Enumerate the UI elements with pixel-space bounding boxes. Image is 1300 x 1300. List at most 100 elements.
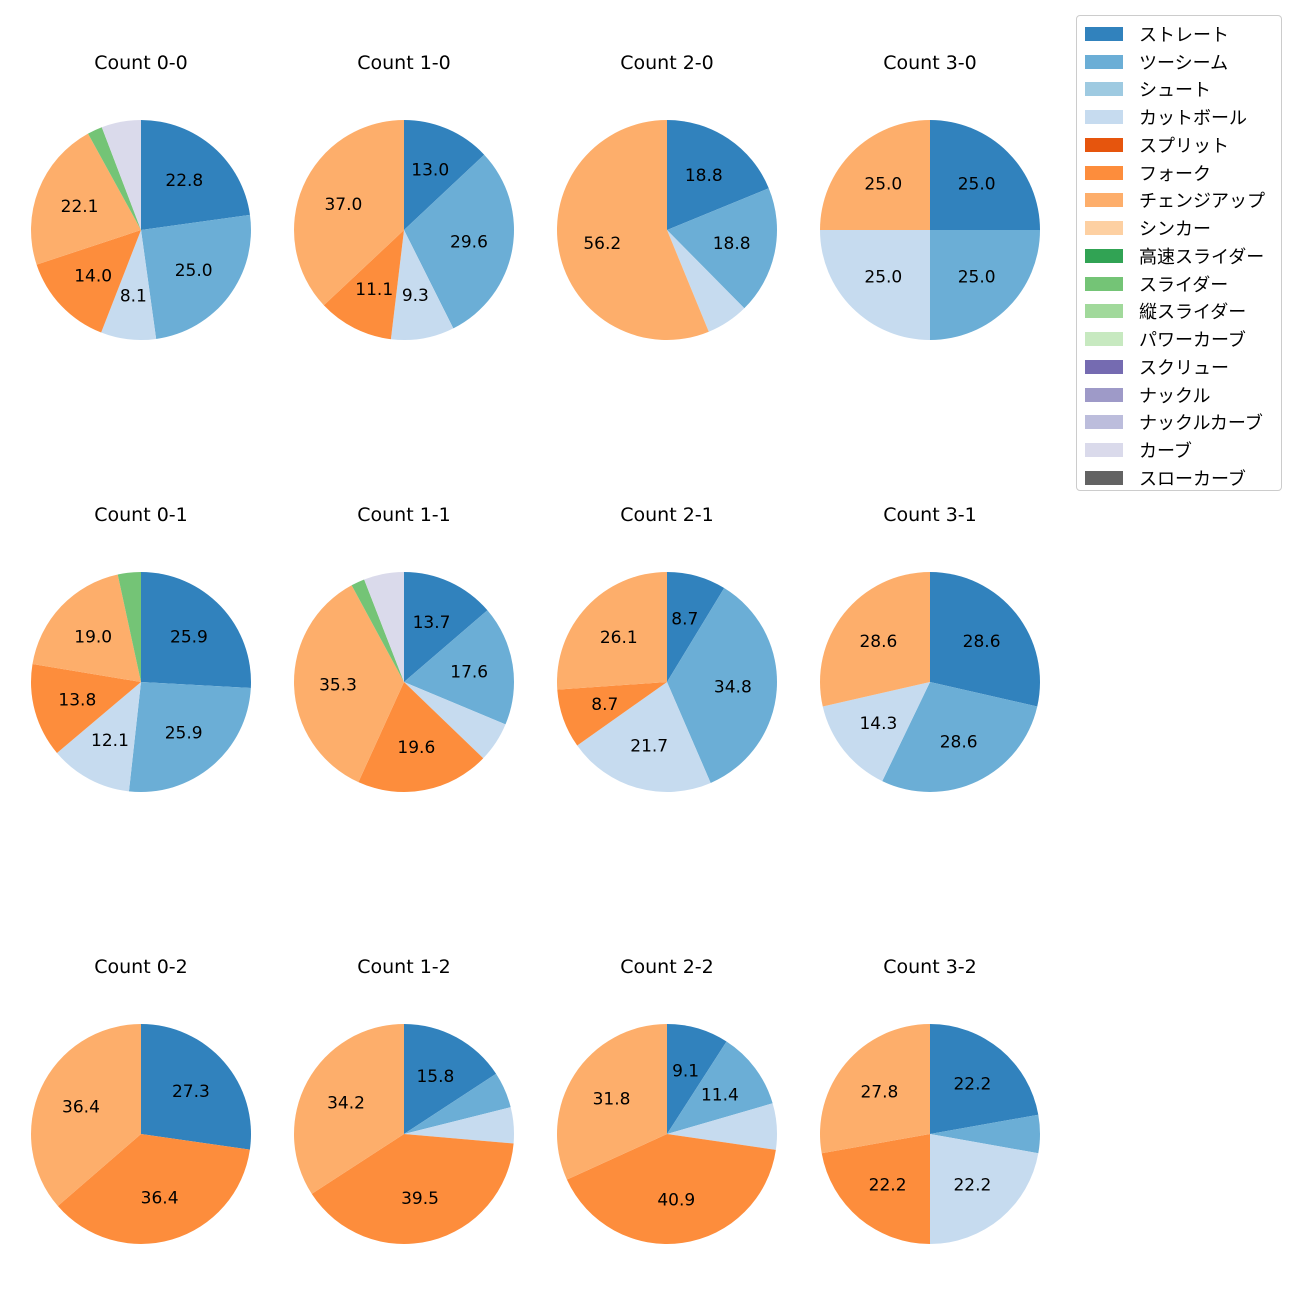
pie-slice [351, 579, 404, 682]
legend-swatch [1085, 332, 1123, 347]
pie-count-2-0: Count 2-0 18.8 18.8 56.2 [556, 52, 777, 341]
slice-label: 25.9 [170, 628, 208, 648]
pie-slice [930, 1134, 1039, 1244]
legend-label: シンカー [1139, 219, 1211, 241]
legend-label: ツーシーム [1139, 52, 1229, 74]
pie-count-2-1: Count 2-1 8.7 34.8 21.7 8.7 26.1 [557, 504, 777, 792]
slice-label: 27.3 [172, 1082, 210, 1102]
pie-slice [141, 120, 250, 230]
legend-label: ナックルカーブ [1139, 413, 1263, 435]
pie-slice [293, 1023, 404, 1194]
pie-title: Count 1-2 [357, 956, 451, 978]
slice-label: 8.7 [591, 695, 618, 715]
slice-label: 13.8 [58, 690, 96, 710]
legend-label: スローカーブ [1139, 468, 1246, 490]
pie-slice [557, 682, 667, 746]
pie-slice [56, 682, 141, 792]
slice-label: 22.2 [953, 1176, 991, 1196]
legend-swatch [1085, 276, 1123, 291]
slice-label: 22.2 [869, 1176, 907, 1196]
pie-title: Count 0-1 [94, 504, 188, 526]
pie-slice [930, 1024, 1039, 1134]
pie-count-3-0: Count 3-0 25.0 25.0 25.0 25.0 [820, 52, 1040, 340]
legend-swatch [1085, 470, 1123, 485]
legend-label: チェンジアップ [1139, 191, 1265, 213]
slice-label: 25.0 [864, 174, 902, 194]
pie-title: Count 0-2 [94, 956, 188, 978]
legend-label: スクリュー [1139, 357, 1229, 379]
pie-count-3-2: Count 3-2 22.2 22.2 22.2 27.8 [820, 956, 1041, 1244]
slice-label: 15.8 [416, 1067, 454, 1087]
legend-item: パワーカーブ [1085, 325, 1281, 353]
slice-label: 8.1 [120, 287, 147, 307]
slice-label: 31.8 [593, 1089, 631, 1109]
legend-label: ストレート [1139, 24, 1229, 46]
pie-title: Count 3-1 [883, 504, 977, 526]
slice-label: 14.0 [74, 266, 112, 286]
pie-slice [930, 120, 1040, 230]
pie-title: Count 0-0 [94, 52, 188, 74]
pie-count-0-2: Count 0-2 27.3 36.4 36.4 [31, 956, 251, 1244]
pie-slice [31, 1023, 141, 1207]
pie-slice [667, 572, 725, 682]
legend-item: スライダー [1085, 270, 1281, 298]
legend-swatch [1085, 221, 1123, 236]
legend: ストレートツーシームシュートカットボール スプリット フォークチェンジアップ シンカー… [1076, 15, 1282, 491]
pie-title: Count 3-0 [883, 52, 977, 74]
pie-title: Count 2-0 [620, 52, 714, 74]
slice-label: 19.0 [74, 627, 112, 647]
legend-label: カットボール [1139, 108, 1247, 130]
slice-label: 19.6 [397, 738, 435, 758]
pie-slice [930, 1114, 1041, 1154]
legend-swatch [1085, 443, 1123, 458]
legend-label: シュート [1139, 80, 1211, 102]
pie-slice [822, 682, 930, 782]
pie-slice [667, 1041, 773, 1134]
slice-label: 12.1 [91, 731, 129, 751]
legend-item: 高速スライダー [1085, 242, 1281, 270]
pie-slice [820, 230, 930, 340]
pie-slice [404, 1024, 497, 1134]
pie-count-3-1: Count 3-1 28.6 28.6 14.3 28.6 [819, 504, 1040, 792]
pie-slice [930, 230, 1040, 340]
pie-count-2-2: Count 2-2 9.111.4 40.9 31.8 [557, 956, 777, 1244]
legend-item: カーブ [1085, 436, 1281, 464]
pie-slice [36, 230, 141, 333]
slice-label: 25.0 [958, 174, 996, 194]
legend-item: フォーク [1085, 159, 1281, 187]
slice-label: 25.0 [958, 268, 996, 288]
legend-item: チェンジアップ [1085, 187, 1281, 215]
slice-label: 34.8 [714, 678, 752, 698]
legend-label: 縦スライダー [1139, 302, 1247, 324]
legend-swatch [1085, 387, 1123, 402]
legend-item: カットボール [1085, 103, 1281, 131]
legend-item: ストレート [1085, 20, 1281, 48]
pie-slice [667, 230, 745, 332]
pie-slice [404, 682, 506, 759]
legend-item: ナックルカーブ [1085, 409, 1281, 437]
pie-slice [820, 1024, 930, 1154]
pie-slice [667, 1103, 777, 1150]
slice-label: 18.8 [685, 166, 723, 186]
slice-label: 13.0 [411, 160, 449, 180]
slice-label: 22.1 [61, 197, 99, 217]
pie-slice [31, 663, 142, 753]
legend-item: シンカー [1085, 214, 1281, 242]
legend-swatch [1085, 415, 1123, 430]
legend-item: スプリット [1085, 131, 1281, 159]
pie-title: Count 2-1 [620, 504, 714, 526]
pie-slice [404, 572, 488, 682]
legend-swatch [1085, 304, 1123, 319]
pie-count-1-1: Count 1-1 13.7 17.6 19.6 35.3 [294, 504, 514, 792]
pie-slice [820, 120, 930, 230]
pie-slice [557, 1024, 667, 1180]
pie-title: Count 1-1 [357, 504, 451, 526]
legend-swatch [1085, 359, 1123, 374]
pie-slice [821, 1134, 930, 1244]
slice-label: 40.9 [657, 1190, 695, 1210]
legend-item: スクリュー [1085, 353, 1281, 381]
legend-swatch [1085, 54, 1123, 69]
pie-slice [667, 1024, 727, 1134]
pie-slice [57, 1134, 250, 1244]
pie-slice [390, 230, 454, 340]
